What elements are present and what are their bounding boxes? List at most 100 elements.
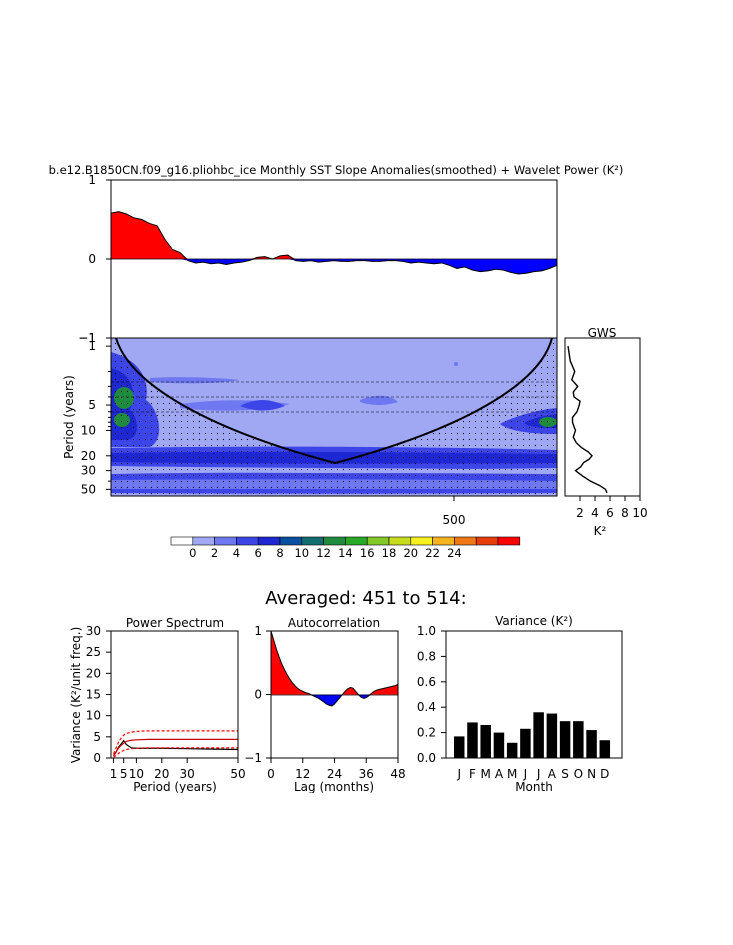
colorbar-label: 2 bbox=[211, 546, 218, 560]
autocorrelation-title: Autocorrelation bbox=[288, 616, 380, 630]
ps-ytick-label: 30 bbox=[86, 624, 101, 638]
power-spectrum-title: Power Spectrum bbox=[126, 616, 224, 630]
gws-xtick-label: 2 bbox=[576, 506, 584, 520]
month-label: M bbox=[481, 767, 491, 781]
gws-frame bbox=[564, 337, 641, 497]
period-tick-label: 1 bbox=[88, 339, 96, 353]
colorbar-swatch bbox=[323, 536, 346, 546]
gws-xtick-label: 10 bbox=[632, 506, 647, 520]
ts-bottom-label: −1 bbox=[78, 331, 96, 345]
gws-line bbox=[567, 346, 608, 494]
colorbar-label: 8 bbox=[276, 546, 283, 560]
ac-xtick-label: 36 bbox=[359, 767, 374, 781]
anomaly-line bbox=[111, 211, 557, 275]
small-feature bbox=[454, 362, 458, 366]
autocorrelation-panel: Autocorrelation 1 0 −1 0 12 24 36 48 Lag (mont… bbox=[244, 616, 405, 794]
period-tick-label: 50 bbox=[81, 482, 96, 496]
gws-title: GWS bbox=[588, 326, 617, 340]
ac-ytick-label: −1 bbox=[244, 751, 262, 765]
cone-of-influence bbox=[115, 338, 553, 465]
colorbar-swatch bbox=[366, 536, 390, 546]
colorbar-swatch bbox=[214, 536, 237, 546]
period-tick-label: 30 bbox=[81, 464, 96, 478]
colorbar-label: 12 bbox=[316, 546, 331, 560]
variance-ytick-label: 0.8 bbox=[417, 649, 436, 663]
month-label: F bbox=[469, 767, 476, 781]
ps-ytick-label: 5 bbox=[93, 730, 101, 744]
colorbar-swatch bbox=[410, 536, 433, 546]
colorbar-label: 4 bbox=[233, 546, 240, 560]
ts-ytick-label: 1 bbox=[88, 173, 96, 187]
month-label: D bbox=[600, 767, 609, 781]
ps-xtick-label: 30 bbox=[180, 767, 195, 781]
variance-bar bbox=[480, 724, 491, 758]
ps-xtick-label: 20 bbox=[154, 767, 169, 781]
averaged-subtitle: Averaged: 451 to 514: bbox=[265, 588, 466, 609]
colorbar-label: 24 bbox=[447, 546, 462, 560]
variance-bar bbox=[493, 732, 505, 758]
ps-xtick-label: 5 bbox=[120, 767, 128, 781]
colorbar-swatch bbox=[497, 536, 521, 546]
ac-xtick-label: 12 bbox=[295, 767, 310, 781]
timeseries-panel: 1 0 −1 bbox=[78, 173, 558, 345]
ts-ytick-label: −1 bbox=[78, 331, 96, 345]
variance-bar bbox=[586, 730, 597, 758]
month-label: O bbox=[574, 767, 583, 781]
variance-bar bbox=[520, 728, 531, 758]
colorbar-swatch bbox=[170, 536, 194, 546]
month-label: A bbox=[495, 767, 504, 781]
gws-xtick-label: 8 bbox=[621, 506, 629, 520]
ps-ytick-label: 0 bbox=[93, 751, 101, 765]
autocorrelation-xlabel: Lag (months) bbox=[294, 780, 374, 794]
ps-ytick-label: 10 bbox=[86, 709, 101, 723]
variance-bar bbox=[573, 721, 584, 758]
ac-xtick-label: 24 bbox=[327, 767, 342, 781]
variance-xlabel: Month bbox=[515, 780, 553, 794]
colorbar-swatch bbox=[475, 536, 499, 546]
ps-ytick-label: 20 bbox=[86, 666, 101, 680]
xtick-label-500: 500 bbox=[443, 513, 466, 527]
month-label: A bbox=[548, 767, 557, 781]
period-tick-label: 10 bbox=[81, 423, 96, 437]
mid-band-2-core bbox=[240, 400, 285, 411]
colorbar-swatch bbox=[388, 536, 412, 546]
power-spectrum-ylabel: Variance (K²/unit freq.) bbox=[69, 627, 83, 764]
colorbar: 0 2 4 6 8 10 12 14 16 18 20 22 24 bbox=[170, 536, 521, 560]
ps-xtick-label: 50 bbox=[230, 767, 245, 781]
month-label: J bbox=[536, 767, 541, 781]
colorbar-swatch bbox=[432, 536, 455, 546]
colorbar-swatch bbox=[345, 536, 368, 546]
variance-bar bbox=[467, 722, 478, 758]
figure-title: b.e12.B1850CN.f09_g16.pliohbc_ice Monthl… bbox=[49, 163, 624, 177]
variance-bar bbox=[559, 721, 571, 758]
colorbar-swatch bbox=[192, 536, 215, 546]
colorbar-swatch bbox=[279, 536, 303, 546]
cone-stipple bbox=[111, 338, 557, 496]
spectrum-series-1 bbox=[113, 738, 238, 757]
month-label: N bbox=[587, 767, 596, 781]
positive-anomaly-fill bbox=[111, 211, 557, 259]
variance-title: Variance (K²) bbox=[495, 614, 573, 628]
ac-ytick-label: 1 bbox=[254, 624, 262, 638]
autocorr-line bbox=[271, 631, 398, 707]
gws-xlabel: K² bbox=[594, 524, 607, 538]
negative-anomaly-fill bbox=[111, 259, 557, 275]
mid-band-3 bbox=[360, 395, 398, 405]
power-spectrum-xlabel: Period (years) bbox=[133, 780, 217, 794]
variance-ytick-label: 0.4 bbox=[417, 700, 436, 714]
colorbar-swatch bbox=[236, 536, 259, 546]
colorbar-label: 18 bbox=[382, 546, 397, 560]
variance-ytick-label: 1.0 bbox=[417, 624, 436, 638]
ps-xtick-label: 10 bbox=[129, 767, 144, 781]
colorbar-label: 6 bbox=[255, 546, 262, 560]
month-label: S bbox=[561, 767, 569, 781]
ts-ytick-label: 0 bbox=[88, 252, 96, 266]
colorbar-swatch bbox=[301, 536, 324, 546]
gws-xtick-label: 4 bbox=[591, 506, 599, 520]
month-label: J bbox=[456, 767, 461, 781]
colorbar-swatch bbox=[454, 536, 477, 546]
